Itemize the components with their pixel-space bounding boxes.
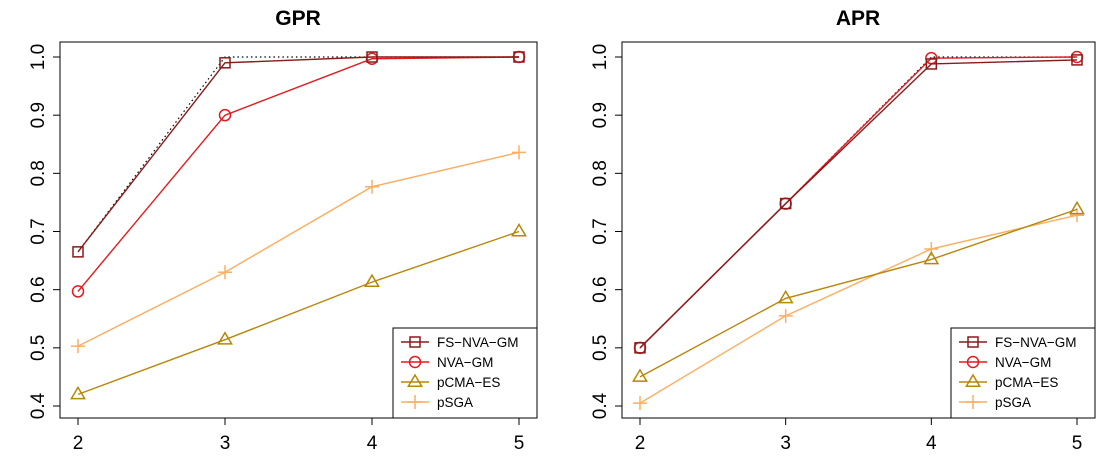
legend-marker <box>966 395 980 409</box>
data-point <box>217 331 233 345</box>
y-tick-label: 1.0 <box>28 44 49 70</box>
series-line <box>639 56 1078 349</box>
legend-item: pCMA−ES <box>401 373 500 390</box>
data-point <box>72 246 84 258</box>
x-tick-label: 4 <box>926 433 937 454</box>
y-tick-label: 0.5 <box>28 335 49 361</box>
data-point <box>513 51 525 63</box>
series-triangle <box>70 223 527 400</box>
data-point <box>925 58 938 70</box>
chart-panel-apr: APR 2 3 4 5 0.4 0.5 0.6 0.7 0.8 0.9 1.0 FS−NVA−GM NVA… <box>590 7 1096 454</box>
y-tick-label: 1.0 <box>590 44 611 70</box>
legend-item: pSGA <box>401 395 473 410</box>
data-point <box>218 108 232 122</box>
series-line <box>77 56 519 253</box>
legend-item: pSGA <box>959 395 1031 410</box>
legend-label: NVA−GM <box>437 355 493 370</box>
y-tick-label: 0.8 <box>590 160 611 186</box>
series-line <box>639 214 1078 404</box>
series-line <box>639 59 1078 349</box>
data-point <box>778 308 793 323</box>
data-point <box>923 250 940 265</box>
data-point <box>218 265 232 280</box>
legend-marker <box>967 336 979 348</box>
data-point <box>364 273 380 288</box>
y-tick-label: 0.6 <box>28 276 49 302</box>
series-square <box>72 51 525 258</box>
legend-marker <box>408 355 422 369</box>
legend-marker <box>966 355 980 369</box>
y-tick-label: 0.8 <box>28 160 49 186</box>
reference-line <box>639 56 1077 349</box>
legend-marker <box>408 395 422 409</box>
series-plus <box>71 145 526 354</box>
data-point <box>1071 54 1083 66</box>
legend-item: FS−NVA−GM <box>401 335 519 350</box>
data-point <box>632 368 648 382</box>
data-point <box>512 145 526 160</box>
legend-label: pSGA <box>995 395 1031 410</box>
legend-item: NVA−GM <box>959 355 1051 370</box>
y-tick-label: 0.6 <box>590 276 611 302</box>
x-tick-label: 5 <box>514 433 525 454</box>
y-tick-label: 0.4 <box>28 392 49 419</box>
chart-title: APR <box>836 7 880 30</box>
series-circle <box>71 50 526 298</box>
chart-panel-gpr: GPR 2 3 4 5 0.4 0.5 0.6 0.7 0.8 0.9 1.0 FS−NVA−GM NVA… <box>28 7 538 454</box>
plot-frame <box>621 41 1096 419</box>
legend-label: pCMA−ES <box>995 375 1058 390</box>
series-line <box>639 208 1078 378</box>
legend-label: FS−NVA−GM <box>437 335 519 350</box>
x-tick-label: 2 <box>635 433 646 454</box>
series-line <box>77 56 520 292</box>
series-line <box>77 151 520 347</box>
x-tick-label: 3 <box>220 433 231 454</box>
legend-item: NVA−GM <box>401 355 493 370</box>
legend-label: NVA−GM <box>995 355 1051 370</box>
chart-title: GPR <box>275 7 321 30</box>
x-tick-label: 2 <box>73 433 84 454</box>
x-tick-label: 5 <box>1072 433 1083 454</box>
y-tick-label: 0.4 <box>590 392 611 419</box>
data-point <box>219 57 231 69</box>
data-point <box>634 342 646 354</box>
x-tick-label: 3 <box>780 433 791 454</box>
legend: FS−NVA−GM NVA−GM pCMA−ES pSGA <box>950 327 1096 419</box>
y-tick-label: 0.7 <box>590 218 611 244</box>
data-point <box>511 223 527 237</box>
data-point <box>366 51 378 63</box>
data-point <box>1070 208 1084 223</box>
legend-marker <box>965 373 981 387</box>
plot-frame <box>59 41 538 419</box>
y-tick-label: 0.5 <box>590 335 611 361</box>
y-tick-label: 0.9 <box>590 102 611 128</box>
x-tick-label: 4 <box>367 433 378 454</box>
data-point <box>71 339 85 354</box>
series-line <box>77 230 520 396</box>
data-point <box>1069 200 1085 215</box>
legend-box <box>950 327 1096 419</box>
legend-label: FS−NVA−GM <box>995 335 1077 350</box>
legend-label: pCMA−ES <box>437 375 500 390</box>
data-point <box>779 197 792 210</box>
data-point <box>70 385 86 400</box>
legend: FS−NVA−GM NVA−GM pCMA−ES pSGA <box>392 327 538 419</box>
data-point <box>365 179 379 194</box>
series-triangle <box>632 200 1085 382</box>
legend-item: pCMA−ES <box>959 373 1058 390</box>
data-point <box>71 285 85 298</box>
legend-label: pSGA <box>437 395 473 410</box>
y-tick-label: 0.7 <box>28 218 49 244</box>
legend-marker <box>407 373 423 387</box>
data-point <box>633 396 647 411</box>
series-square <box>634 54 1083 354</box>
legend-marker <box>409 336 421 348</box>
series-circle <box>633 50 1084 355</box>
y-tick-label: 0.9 <box>28 102 49 128</box>
legend-item: FS−NVA−GM <box>959 335 1077 350</box>
series-plus <box>633 208 1084 411</box>
legend-box <box>392 327 538 419</box>
data-point <box>777 289 794 304</box>
